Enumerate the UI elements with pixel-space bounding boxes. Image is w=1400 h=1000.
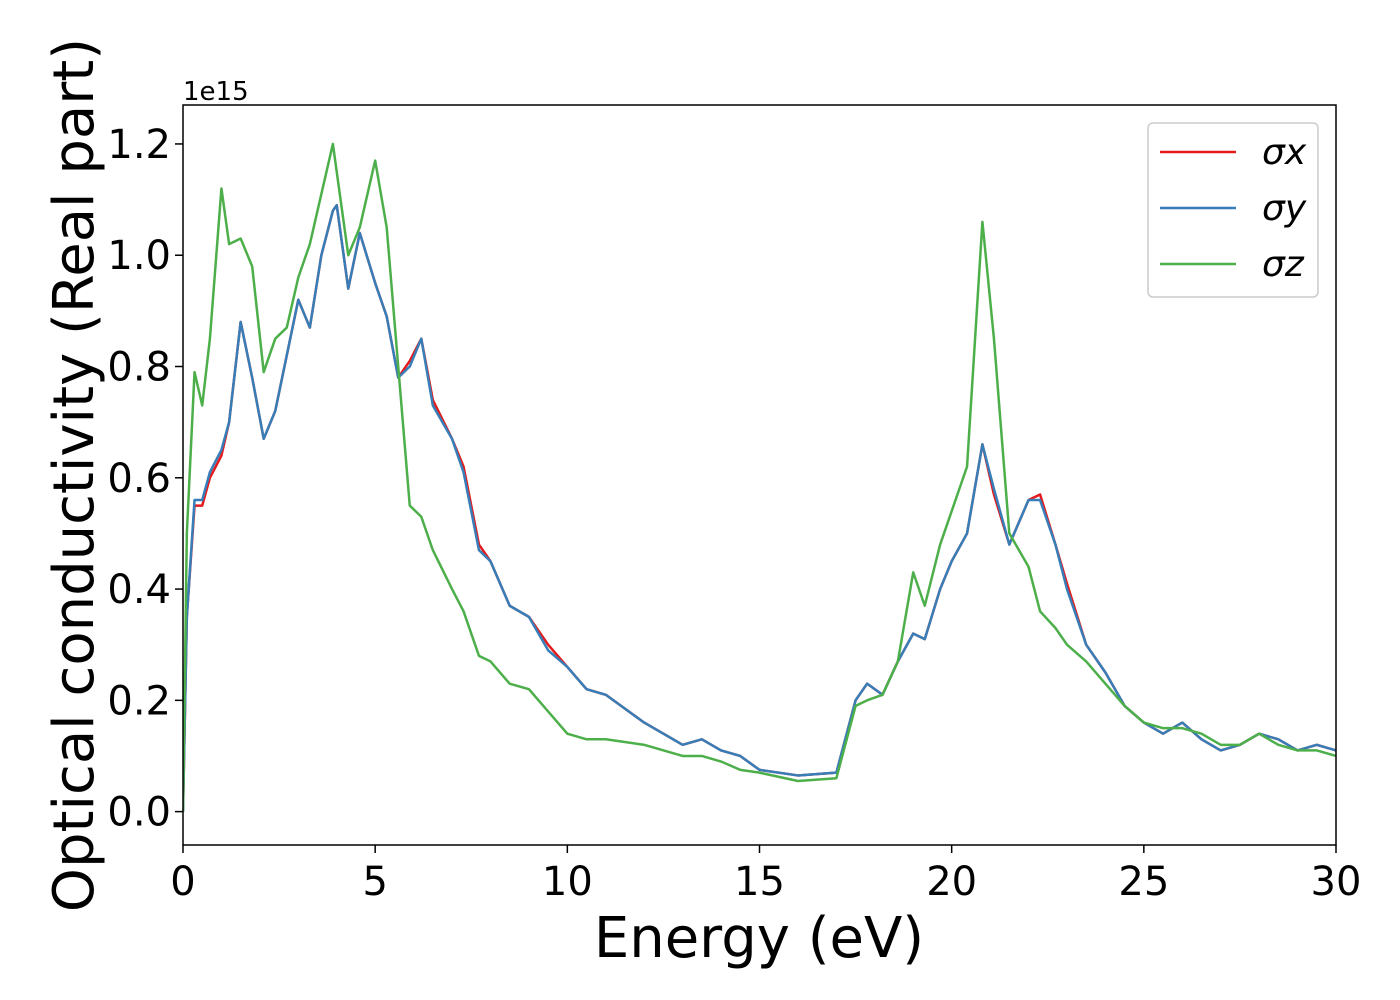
- series-line: [183, 142, 1336, 812]
- y-tick-label: 0.0: [107, 790, 171, 836]
- x-tick-label: 20: [926, 859, 977, 905]
- legend-box: [1147, 122, 1319, 298]
- x-tick-label: 10: [542, 859, 593, 905]
- plot-frame: [182, 104, 1337, 846]
- y-tick-label: 1.0: [107, 233, 171, 279]
- x-tick-label: 30: [1311, 859, 1362, 905]
- legend-label: σy: [1262, 188, 1307, 229]
- y-tick-label: 0.4: [107, 567, 171, 613]
- x-tick-label: 5: [362, 859, 387, 905]
- x-axis-label: Energy (eV): [594, 906, 924, 971]
- y-tick-label: 0.2: [107, 678, 171, 724]
- legend-label: σx: [1262, 132, 1307, 173]
- legend-label: σz: [1262, 244, 1305, 285]
- x-tick-label: 0: [170, 859, 195, 905]
- y-tick-label: 0.8: [107, 345, 171, 391]
- plot-lines: [183, 142, 1336, 812]
- x-tick-label: 15: [734, 859, 785, 905]
- series-line: [183, 203, 1336, 812]
- y-offset-label: 1e15: [183, 77, 249, 107]
- y-tick-label: 0.6: [107, 456, 171, 502]
- y-axis-label: Optical conductivity (Real part): [42, 38, 107, 912]
- y-tick-label: 1.2: [107, 122, 171, 168]
- x-tick-label: 25: [1118, 859, 1169, 905]
